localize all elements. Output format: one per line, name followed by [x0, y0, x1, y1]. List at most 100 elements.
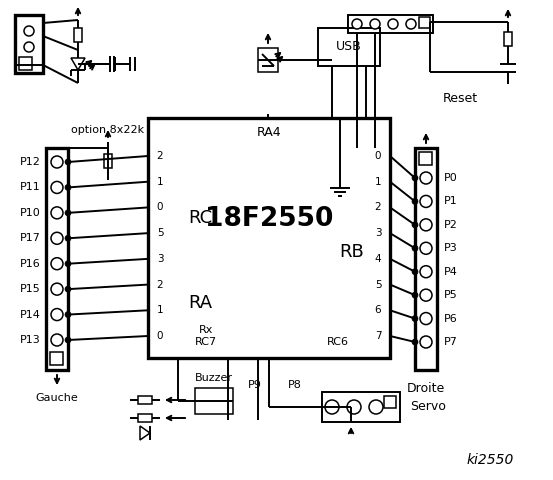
Circle shape [420, 312, 432, 324]
Text: Reset: Reset [442, 92, 478, 105]
Text: P5: P5 [444, 290, 458, 300]
Text: 5: 5 [156, 228, 163, 238]
Text: 7: 7 [375, 331, 382, 341]
Bar [348, 15, 433, 33]
Polygon shape [71, 58, 85, 70]
Text: P9: P9 [248, 380, 262, 390]
Bar [384, 396, 396, 408]
Text: 3: 3 [375, 228, 382, 238]
Text: P15: P15 [20, 284, 41, 294]
Circle shape [370, 19, 380, 29]
Circle shape [65, 184, 71, 191]
Text: 0: 0 [156, 203, 163, 213]
Circle shape [51, 156, 63, 168]
Circle shape [51, 207, 63, 219]
Text: RA: RA [188, 294, 212, 312]
Text: P3: P3 [444, 243, 458, 253]
Text: 2: 2 [375, 203, 382, 213]
Circle shape [325, 400, 339, 414]
Circle shape [420, 172, 432, 184]
Text: P4: P4 [444, 267, 458, 276]
Circle shape [51, 232, 63, 244]
Circle shape [420, 219, 432, 231]
Text: P12: P12 [20, 157, 41, 167]
Text: P14: P14 [20, 310, 41, 320]
Bar [104, 154, 112, 168]
Circle shape [412, 175, 418, 181]
Circle shape [412, 222, 418, 228]
Circle shape [65, 312, 71, 318]
Bar [138, 396, 152, 404]
Text: Buzzer: Buzzer [195, 373, 233, 383]
Text: Droite: Droite [407, 382, 445, 395]
Circle shape [65, 286, 71, 292]
Circle shape [24, 26, 34, 36]
Circle shape [412, 339, 418, 345]
Text: P17: P17 [20, 233, 41, 243]
Circle shape [412, 198, 418, 204]
Bar [19, 57, 32, 70]
Circle shape [352, 19, 362, 29]
Bar [504, 32, 512, 46]
Text: Gauche: Gauche [35, 393, 79, 403]
Circle shape [420, 289, 432, 301]
Text: Rx: Rx [199, 325, 213, 335]
Bar [419, 17, 430, 28]
Text: P10: P10 [20, 208, 41, 218]
Text: RA4: RA4 [257, 125, 281, 139]
Text: option 8x22k: option 8x22k [71, 125, 144, 135]
Text: 3: 3 [156, 254, 163, 264]
Text: P16: P16 [20, 259, 41, 269]
Bar [138, 414, 152, 422]
Bar [419, 152, 432, 165]
Bar [322, 392, 400, 422]
Text: USB: USB [336, 40, 362, 53]
Circle shape [388, 19, 398, 29]
Circle shape [420, 195, 432, 207]
Text: P2: P2 [444, 220, 458, 230]
Bar [148, 118, 390, 358]
Circle shape [412, 245, 418, 252]
Circle shape [369, 400, 383, 414]
Text: P7: P7 [444, 337, 458, 347]
Circle shape [65, 261, 71, 267]
Text: 2: 2 [156, 279, 163, 289]
Circle shape [420, 336, 432, 348]
Text: 0: 0 [156, 331, 163, 341]
Circle shape [347, 400, 361, 414]
Text: 1: 1 [156, 305, 163, 315]
Text: 18F2550: 18F2550 [205, 206, 333, 232]
Circle shape [65, 337, 71, 343]
Text: RC: RC [188, 209, 212, 227]
Circle shape [51, 309, 63, 321]
Text: P0: P0 [444, 173, 458, 183]
Circle shape [412, 269, 418, 275]
Text: P1: P1 [444, 196, 458, 206]
Circle shape [406, 19, 416, 29]
Circle shape [51, 258, 63, 270]
Bar [258, 48, 278, 72]
Text: 4: 4 [375, 254, 382, 264]
Text: 0: 0 [375, 151, 381, 161]
Circle shape [24, 42, 34, 52]
Bar [74, 28, 82, 42]
Text: P8: P8 [288, 380, 302, 390]
Text: 1: 1 [375, 177, 382, 187]
Bar [415, 148, 437, 370]
Text: P6: P6 [444, 313, 458, 324]
Bar [46, 148, 68, 370]
Text: RB: RB [340, 243, 364, 262]
Circle shape [51, 283, 63, 295]
Text: RC7: RC7 [195, 337, 217, 347]
Circle shape [51, 334, 63, 346]
Text: Servo: Servo [410, 400, 446, 413]
Circle shape [65, 210, 71, 216]
Circle shape [51, 181, 63, 193]
Circle shape [412, 292, 418, 298]
Circle shape [65, 159, 71, 165]
Text: P11: P11 [20, 182, 41, 192]
Bar [15, 15, 43, 73]
Circle shape [65, 235, 71, 241]
Text: 5: 5 [375, 279, 382, 289]
Text: RC6: RC6 [327, 337, 349, 347]
